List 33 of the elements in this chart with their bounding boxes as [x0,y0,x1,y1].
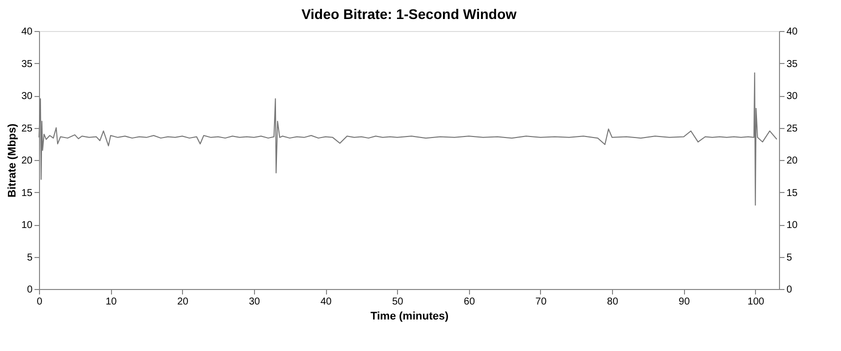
x-tick-label: 0 [36,296,43,308]
y-tick-label: 25 [21,123,33,134]
y2-tick-label: 5 [786,252,792,264]
x-tick-label: 20 [177,296,189,308]
y2-tick-label: 0 [786,284,792,296]
y2-tick-label: 10 [786,220,798,231]
y-axis-title: Bitrate (Mbps) [6,123,18,198]
y-tick-label: 0 [26,284,33,296]
x-tick-label: 50 [392,296,404,308]
x-tick-label: 60 [464,296,476,308]
y2-tick-label: 20 [786,156,798,166]
line-series [38,72,778,206]
y2-tick-label: 40 [786,26,798,38]
x-tick-label: 10 [106,296,118,308]
y-tick-label: 35 [21,58,33,70]
x-tick-label: 70 [535,296,547,308]
x-tick-label: 30 [248,296,260,308]
x-tick-label: 100 [748,296,765,308]
y-tick-label: 10 [21,220,33,231]
y2-tick-label: 35 [786,58,798,70]
x-axis-title: Time (minutes) [370,310,449,322]
y2-tick-label: 30 [786,91,798,102]
y-tick-label: 5 [26,252,33,264]
y2-tick-label: 25 [786,123,798,134]
y-tick-label: 20 [21,156,33,166]
x-tick-label: 40 [320,296,332,308]
y-tick-label: 30 [21,91,33,102]
x-tick-label: 90 [678,296,690,308]
y-tick-label: 15 [21,188,33,199]
y2-tick-label: 15 [786,188,798,199]
y-tick-label: 40 [21,26,33,38]
chart-title: Video Bitrate: 1-Second Window [301,6,517,22]
x-tick-label: 80 [607,296,619,308]
